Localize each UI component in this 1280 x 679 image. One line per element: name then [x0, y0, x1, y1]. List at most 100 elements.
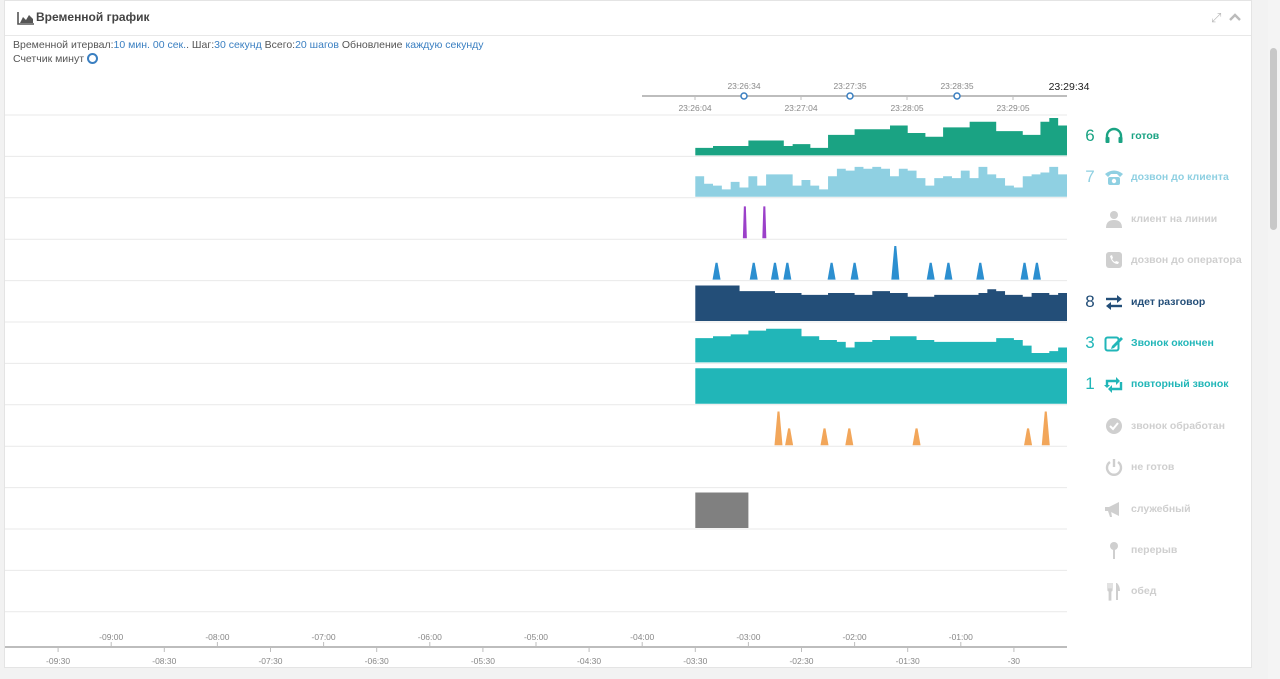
bottom-axis-lower-label: -04:30: [577, 656, 601, 666]
legend-item[interactable]: клиент на линии: [1081, 207, 1253, 231]
expand-icon[interactable]: ⤢: [1211, 10, 1222, 25]
series-spike: [850, 262, 859, 280]
top-axis-marker: [740, 92, 748, 100]
series-spike: [976, 262, 985, 280]
legend-label: повторный звонок: [1131, 378, 1229, 391]
bottom-axis-lower-label: -09:30: [46, 656, 70, 666]
series-spike: [912, 428, 921, 446]
series-spike: [827, 262, 836, 280]
pin-icon: [1110, 542, 1118, 559]
legend-label: звонок обработан: [1131, 419, 1225, 432]
legend-item[interactable]: обед: [1081, 579, 1253, 603]
minute-counter: Счетчик минут: [13, 52, 99, 65]
series-spike: [742, 206, 747, 239]
legend-item[interactable]: дозвон до оператора: [1081, 248, 1253, 272]
area-chart-icon: [17, 12, 34, 25]
top-axis-upper-label: 23:28:35: [940, 81, 973, 91]
total-label: Всего:: [264, 39, 296, 51]
cutlery-icon: [1107, 583, 1120, 601]
timeline-chart: 23:26:34 23:27:35 23:28:35 23:26:04 23:27:04…: [5, 81, 1090, 666]
legend-item[interactable]: 7 дозвон до клиента: [1081, 165, 1253, 189]
top-axis-upper-label: 23:27:35: [833, 81, 866, 91]
legend-item[interactable]: 8 идет разговор: [1081, 290, 1253, 314]
bottom-axis-upper-label: -03:00: [736, 632, 760, 642]
series-spike: [1020, 262, 1029, 280]
series-spike: [712, 262, 721, 280]
update-link[interactable]: каждую секунду: [405, 39, 484, 51]
series-spike: [1041, 411, 1050, 446]
series-spike: [820, 428, 829, 446]
bottom-axis-lower-label: -02:30: [789, 656, 813, 666]
user-icon: [1106, 210, 1122, 228]
legend-label: дозвон до клиента: [1131, 171, 1229, 184]
bottom-axis-lower-label: -07:30: [258, 656, 282, 666]
exchange-icon: [1106, 294, 1122, 310]
bottom-axis-lower-label: -08:30: [152, 656, 176, 666]
series-spike: [774, 411, 783, 446]
series-area-9: [695, 492, 749, 528]
series-area-5: [695, 328, 1067, 363]
series-area-4: [695, 285, 1067, 321]
top-axis-marker: [953, 92, 961, 100]
legend-item[interactable]: 1 повторный звонок: [1081, 372, 1253, 396]
series-spike: [926, 262, 935, 280]
legend-item[interactable]: перерыв: [1081, 538, 1253, 562]
bottom-axis-lower-label: -30: [1008, 656, 1021, 666]
bottom-axis-upper-label: -01:00: [949, 632, 973, 642]
interval-label: Временной итервал:: [13, 39, 114, 51]
top-axis-lower-label: 23:29:05: [996, 103, 1029, 113]
legend-label: идет разговор: [1131, 295, 1206, 308]
bottom-axis-upper-label: -07:00: [312, 632, 336, 642]
scroll-thumb[interactable]: [1270, 48, 1277, 230]
headset-icon: [1105, 127, 1123, 143]
panel-title: Временной график: [36, 10, 150, 24]
series-spike: [762, 206, 767, 239]
legend-count: 8: [1085, 291, 1095, 311]
bottom-axis-lower-label: -03:30: [683, 656, 707, 666]
timeline-panel: Временной график ⤢ Временной итервал:10 …: [4, 0, 1252, 668]
phone-square-icon: [1106, 252, 1122, 269]
series-spike: [783, 262, 792, 280]
top-axis-upper-label: 23:26:34: [727, 81, 760, 91]
check-circle-icon: [1106, 417, 1122, 434]
series-spike: [845, 428, 854, 446]
step-link[interactable]: 30 секунд: [214, 39, 262, 51]
panel-header: Временной график ⤢: [5, 1, 1251, 36]
interval-link[interactable]: 10 мин. 00 сек.: [113, 39, 187, 51]
megaphone-icon: [1105, 501, 1119, 517]
total-link[interactable]: 20 шагов: [295, 39, 339, 51]
bottom-axis-upper-label: -02:00: [843, 632, 867, 642]
chevron-up-icon[interactable]: [1229, 12, 1241, 22]
bottom-axis-upper-label: -05:00: [524, 632, 548, 642]
legend-label: дозвон до оператора: [1131, 254, 1242, 267]
legend-item[interactable]: служебный: [1081, 497, 1253, 521]
update-label: Обновление: [341, 39, 403, 51]
legend-label: не готов: [1131, 461, 1175, 474]
bottom-axis-lower-label: -01:30: [896, 656, 920, 666]
current-time-label: 23:29:34: [1049, 81, 1090, 93]
power-icon: [1105, 459, 1123, 477]
series-area-1: [695, 159, 1067, 197]
legend-label: служебный: [1131, 502, 1191, 515]
legend-item[interactable]: звонок обработан: [1081, 414, 1253, 438]
top-axis-marker: [846, 92, 854, 100]
bottom-axis-lower-label: -06:30: [365, 656, 389, 666]
legend-label: клиент на линии: [1131, 212, 1218, 225]
legend-label: Звонок окончен: [1131, 337, 1214, 349]
bottom-axis-upper-label: -08:00: [205, 632, 229, 642]
counter-toggle-icon[interactable]: [87, 52, 99, 64]
series-area-0: [695, 118, 1067, 156]
bottom-axis-upper-label: -06:00: [418, 632, 442, 642]
bottom-axis-lower-label: -05:30: [471, 656, 495, 666]
legend-label: готов: [1131, 130, 1160, 142]
legend-item[interactable]: не готов: [1081, 455, 1253, 479]
bottom-axis-upper-label: -04:00: [630, 632, 654, 642]
legend-count: 7: [1085, 167, 1095, 187]
interval-info: Временной итервал:10 мин. 00 сек.. Шаг:3…: [13, 39, 484, 51]
legend-item[interactable]: 3 Звонок окончен: [1081, 331, 1253, 355]
legend-item[interactable]: 6 готов: [1081, 124, 1253, 148]
series-spike: [944, 262, 953, 280]
bottom-axis-upper-label: -09:00: [99, 632, 123, 642]
scrollbar[interactable]: [1268, 0, 1280, 679]
series-area-6: [695, 368, 1067, 404]
